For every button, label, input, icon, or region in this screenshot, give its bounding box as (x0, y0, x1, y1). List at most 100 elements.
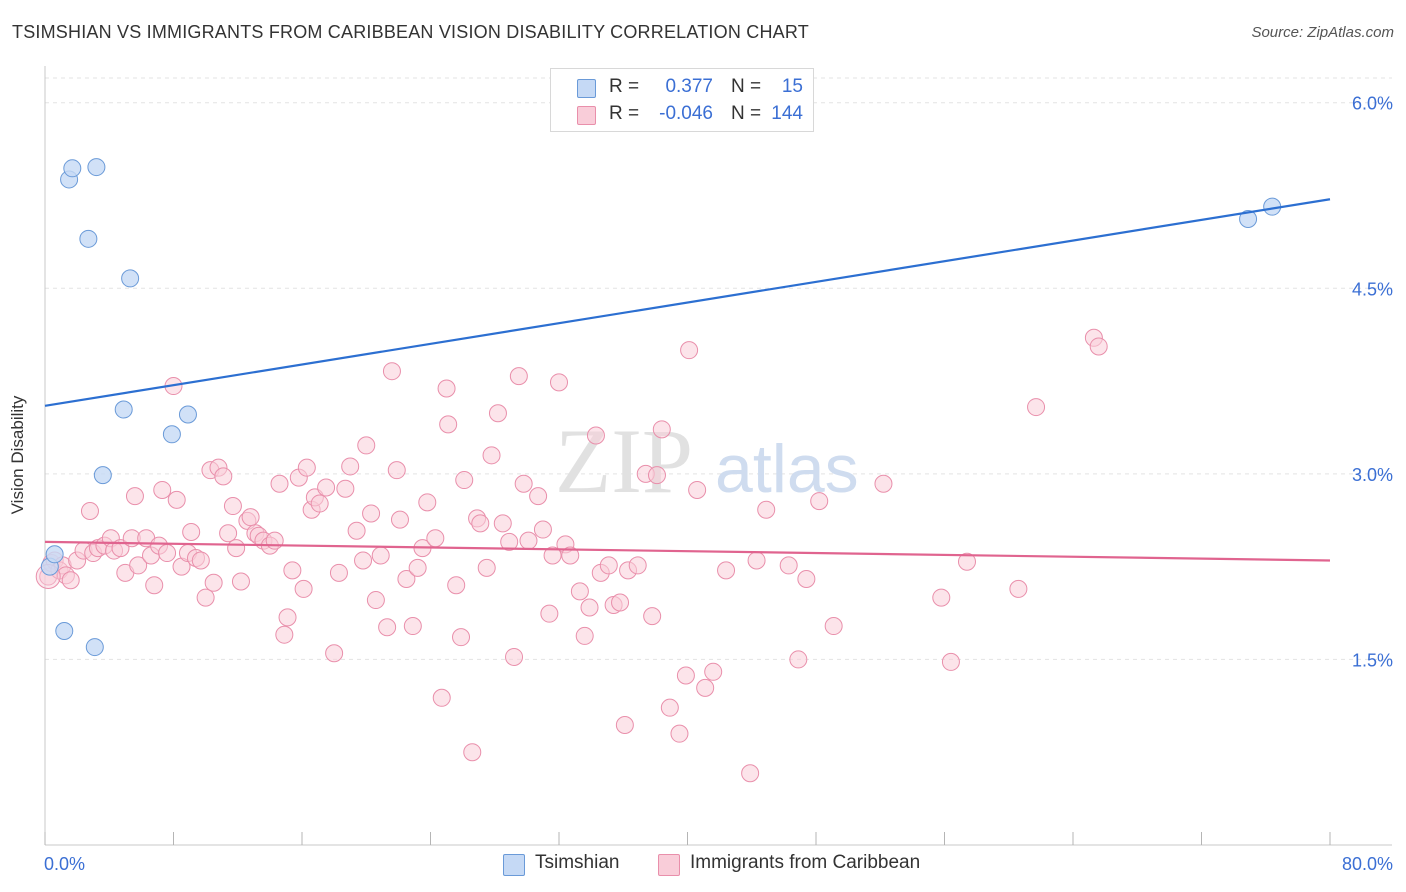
legend-n-label: N = (731, 103, 762, 124)
tsimshian-point (93, 466, 112, 485)
caribbean-point (580, 598, 599, 617)
caribbean-swatch (577, 106, 596, 125)
caribbean-point (265, 531, 284, 550)
caribbean-point (439, 415, 458, 434)
caribbean-point (514, 474, 533, 493)
caribbean-point (493, 514, 512, 533)
tsimshian-point (45, 545, 64, 564)
caribbean-point (1027, 398, 1046, 417)
caribbean-point (227, 539, 246, 558)
caribbean-point (1089, 337, 1108, 356)
caribbean-point (432, 688, 451, 707)
caribbean-point (447, 576, 466, 595)
caribbean-point (575, 626, 594, 645)
caribbean-point (874, 474, 893, 493)
caribbean-point (191, 551, 210, 570)
caribbean-point (747, 551, 766, 570)
y-tick-label: 4.5% (1352, 279, 1393, 299)
caribbean-point (540, 604, 559, 623)
caribbean-point (341, 457, 360, 476)
caribbean-point (270, 474, 289, 493)
caribbean-point (336, 479, 355, 498)
caribbean-point (325, 644, 344, 663)
tsimshian-point (85, 638, 104, 657)
caribbean-point (214, 467, 233, 486)
caribbean-legend-swatch (658, 854, 680, 876)
watermark-zip: ZIP (555, 410, 693, 512)
caribbean-point (509, 367, 528, 386)
tsimshian-legend-swatch (503, 854, 525, 876)
caribbean-point (362, 504, 381, 523)
source-label: Source: ZipAtlas.com (1251, 24, 1394, 41)
legend-r-value: -0.046 (659, 103, 713, 124)
y-axis-title: Vision Disability (8, 395, 27, 515)
caribbean-point (167, 490, 186, 509)
tick-labels: 1.5% 3.0% 4.5% 6.0% 0.0% 80.0% (44, 94, 1393, 874)
caribbean-point (941, 652, 960, 671)
caribbean-point (717, 561, 736, 580)
caribbean-point (586, 426, 605, 445)
caribbean-point (463, 743, 482, 762)
caribbean-point (670, 724, 689, 743)
caribbean-point (223, 497, 242, 516)
caribbean-point (294, 579, 313, 598)
caribbean-point (452, 628, 471, 647)
caribbean-point (278, 608, 297, 627)
legend-r-label: R = (609, 76, 640, 97)
caribbean-point (680, 341, 699, 360)
caribbean-point (310, 494, 329, 513)
tsimshian-point (63, 159, 82, 178)
x-tick-label-max: 80.0% (1342, 854, 1393, 874)
tsimshian-points (40, 158, 1282, 657)
tsimshian-point (121, 269, 140, 288)
caribbean-point (647, 466, 666, 485)
caribbean-point (241, 508, 260, 527)
caribbean-point (80, 501, 99, 520)
caribbean-point (125, 487, 144, 506)
caribbean-point (529, 487, 548, 506)
caribbean-point (354, 551, 373, 570)
caribbean-point (397, 570, 416, 589)
caribbean-point (403, 617, 422, 636)
caribbean-point (599, 556, 618, 575)
caribbean-point (204, 573, 223, 592)
caribbean-point (145, 576, 164, 595)
legend-n-value: 15 (781, 76, 803, 97)
legend-n-label: N = (731, 76, 762, 97)
legend-row-tsimshian: R = 0.377 N = 15 (551, 76, 813, 100)
caribbean-point (628, 556, 647, 575)
chart-title: TSIMSHIAN VS IMMIGRANTS FROM CARIBBEAN V… (12, 22, 809, 42)
caribbean-point (437, 379, 456, 398)
caribbean-point (615, 716, 634, 735)
tsimshian-point (114, 400, 133, 419)
caribbean-point (500, 532, 519, 551)
caribbean-point (932, 588, 951, 607)
caribbean-point (426, 529, 445, 548)
caribbean-point (158, 544, 177, 563)
caribbean-point (455, 471, 474, 490)
caribbean-point (561, 546, 580, 565)
tsimshian-swatch (577, 79, 596, 98)
caribbean-point (1009, 579, 1028, 598)
caribbean-point (519, 531, 538, 550)
caribbean-point (741, 764, 760, 783)
caribbean-point (297, 458, 316, 477)
tsimshian-point (87, 158, 106, 177)
caribbean-point (652, 420, 671, 439)
caribbean-point (543, 546, 562, 565)
legend-r-label: R = (609, 103, 640, 124)
caribbean-point (329, 563, 348, 582)
legend-r-value: 0.377 (665, 76, 713, 97)
tsimshian-point (1239, 210, 1258, 229)
caribbean-point (153, 480, 172, 499)
axes (44, 66, 1392, 846)
caribbean-point (371, 546, 390, 565)
caribbean-point (129, 556, 148, 575)
caribbean-point (505, 647, 524, 666)
caribbean-point (317, 478, 336, 497)
caribbean-point (611, 593, 630, 612)
caribbean-point (957, 552, 976, 571)
caribbean-point (482, 446, 501, 465)
x-tick-label-min: 0.0% (44, 854, 85, 874)
